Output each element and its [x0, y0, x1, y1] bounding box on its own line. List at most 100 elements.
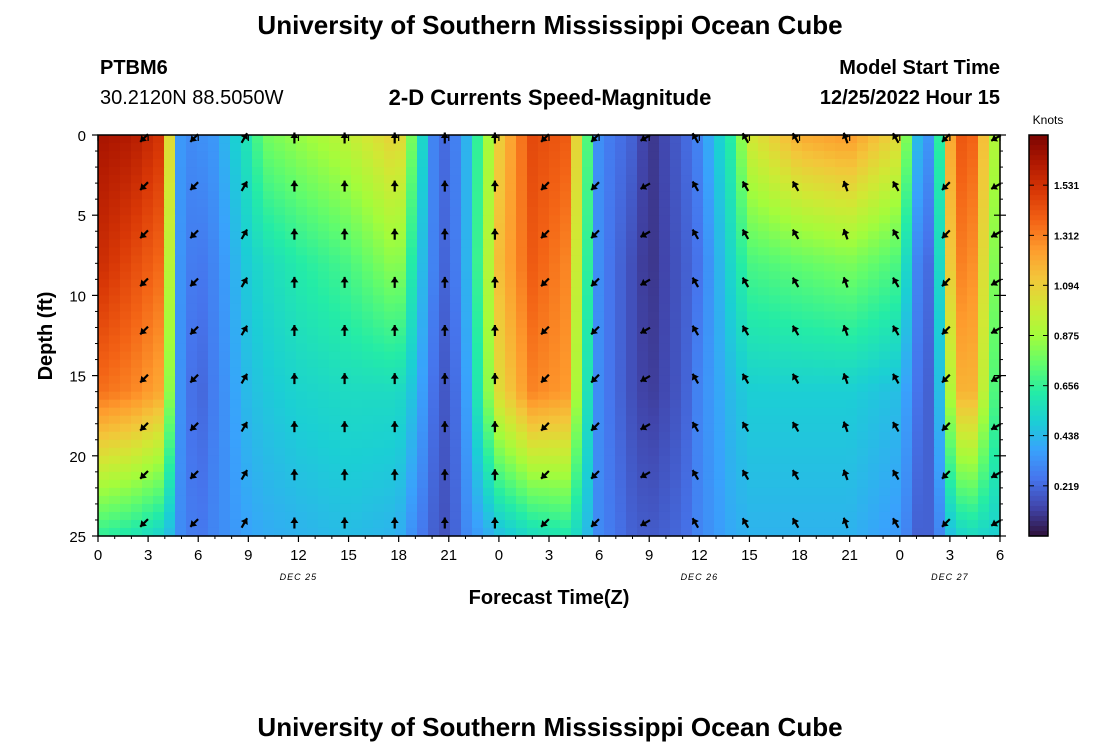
heatmap-cell — [241, 175, 253, 184]
heatmap-cell — [736, 495, 748, 505]
heatmap-cell — [824, 503, 836, 513]
heatmap-cell — [417, 207, 429, 216]
heatmap-cell — [472, 487, 484, 497]
heatmap-cell — [285, 247, 297, 256]
heatmap-cell — [956, 135, 968, 144]
heatmap-cell — [857, 519, 869, 529]
heatmap-cell — [175, 415, 187, 425]
heatmap-cell — [120, 199, 132, 208]
heatmap-cell — [637, 351, 649, 361]
heatmap-cell — [516, 231, 528, 240]
heatmap-cell — [263, 391, 275, 401]
heatmap-cell — [384, 311, 396, 321]
heatmap-cell — [175, 175, 187, 184]
heatmap-cell — [703, 159, 715, 168]
heatmap-cell — [637, 263, 649, 272]
heatmap-cell — [208, 351, 220, 361]
heatmap-cell — [230, 471, 242, 481]
heatmap-cell — [131, 143, 143, 152]
heatmap-cell — [868, 383, 880, 393]
heatmap-cell — [571, 167, 583, 176]
heatmap-cell — [780, 159, 792, 168]
heatmap-cell — [703, 503, 715, 513]
heatmap-cell — [285, 167, 297, 176]
heatmap-cell — [230, 351, 242, 361]
heatmap-cell — [703, 207, 715, 216]
heatmap-cell — [802, 231, 814, 240]
heatmap-cell — [252, 175, 264, 184]
heatmap-cell — [340, 343, 352, 353]
heatmap-cell — [153, 279, 165, 288]
heatmap-cell — [98, 471, 110, 481]
heatmap-cell — [109, 143, 121, 152]
heatmap-cell — [670, 487, 682, 497]
heatmap-cell — [263, 247, 275, 256]
heatmap-cell — [175, 255, 187, 264]
heatmap-cell — [208, 447, 220, 457]
heatmap-cell — [835, 231, 847, 240]
heatmap-cell — [725, 503, 737, 513]
heatmap-cell — [846, 191, 858, 200]
heatmap-cell — [142, 375, 154, 385]
heatmap-cell — [197, 399, 209, 409]
heatmap-cell — [406, 407, 418, 417]
heatmap-cell — [824, 519, 836, 529]
heatmap-cell — [219, 511, 231, 521]
heatmap-cell — [802, 191, 814, 200]
current-arrow — [440, 228, 449, 240]
heatmap-cell — [780, 391, 792, 401]
heatmap-cell — [868, 519, 880, 529]
heatmap-cell — [692, 183, 704, 192]
heatmap-cell — [109, 447, 121, 457]
heatmap-cell — [560, 151, 572, 160]
heatmap-cell — [362, 335, 374, 345]
heatmap-cell — [912, 479, 924, 489]
heatmap-cell — [527, 303, 539, 313]
heatmap-cell — [384, 135, 396, 144]
heatmap-cell — [549, 207, 561, 216]
arrow-head — [591, 472, 598, 479]
heatmap-cell — [494, 135, 506, 144]
heatmap-cell — [604, 199, 616, 208]
heatmap-cell — [230, 327, 242, 337]
heatmap-cell — [725, 167, 737, 176]
heatmap-cell — [230, 367, 242, 377]
heatmap-cell — [989, 199, 1001, 208]
heatmap-cell — [472, 239, 484, 248]
arrow-head — [541, 183, 548, 190]
heatmap-cell — [923, 167, 935, 176]
heatmap-cell — [461, 255, 473, 264]
heatmap-cell — [956, 327, 968, 337]
heatmap-cell — [340, 471, 352, 481]
heatmap-cell — [461, 447, 473, 457]
heatmap-cell — [758, 407, 770, 417]
heatmap-cell — [978, 463, 990, 473]
current-arrow — [540, 422, 550, 432]
heatmap-cell — [758, 199, 770, 208]
arrow-head — [440, 228, 449, 235]
heatmap-cell — [549, 175, 561, 184]
heatmap-cell — [978, 399, 990, 409]
heatmap-cell — [494, 215, 506, 224]
heatmap-cell — [736, 359, 748, 369]
heatmap-cell — [219, 175, 231, 184]
heatmap-cell — [934, 199, 946, 208]
heatmap-cell — [120, 391, 132, 401]
heatmap-cell — [780, 327, 792, 337]
heatmap-cell — [791, 479, 803, 489]
heatmap-cell — [901, 367, 913, 377]
heatmap-cell — [164, 383, 176, 393]
arrow-head — [942, 520, 949, 527]
heatmap-cell — [175, 367, 187, 377]
heatmap-cell — [769, 407, 781, 417]
heatmap-cell — [934, 463, 946, 473]
heatmap-cell — [758, 495, 770, 505]
colorbar-swatch — [1029, 225, 1048, 231]
heatmap-cell — [692, 407, 704, 417]
heatmap-cell — [384, 343, 396, 353]
heatmap-cell — [527, 439, 539, 449]
heatmap-cell — [967, 487, 979, 497]
heatmap-cell — [373, 351, 385, 361]
heatmap-cell — [615, 159, 627, 168]
heatmap-cell — [527, 479, 539, 489]
